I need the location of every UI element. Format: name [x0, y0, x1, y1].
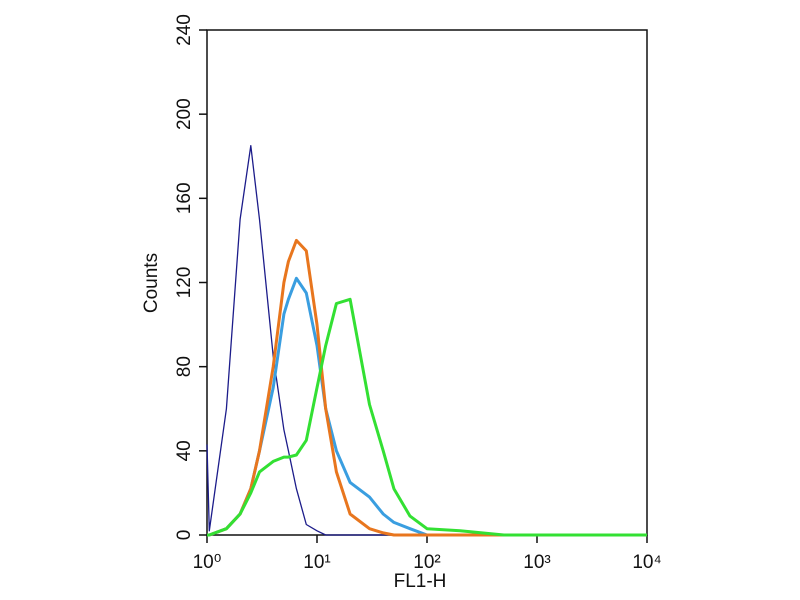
x-tick-label: 10⁰ — [193, 552, 222, 573]
x-tick-label: 10³ — [523, 552, 550, 573]
plot-frame — [206, 29, 648, 536]
y-tick-label: 40 — [174, 440, 195, 461]
y-axis-label: Counts — [141, 253, 162, 313]
histogram-line — [206, 145, 647, 536]
histogram-line — [207, 276, 647, 537]
y-tick-label: 80 — [174, 356, 195, 377]
histogram-line — [207, 297, 647, 537]
y-tick-label: 160 — [174, 182, 195, 214]
y-tick-label: 0 — [174, 530, 195, 541]
x-tick-label: 10² — [413, 552, 440, 573]
y-tick-label: 240 — [174, 14, 195, 46]
x-tick-label: 10¹ — [303, 552, 330, 573]
y-tick-label: 120 — [174, 267, 195, 299]
y-tick-label: 200 — [174, 98, 195, 130]
x-axis-label: FL1-H — [394, 571, 447, 592]
x-tick-label: 10⁴ — [632, 552, 661, 573]
